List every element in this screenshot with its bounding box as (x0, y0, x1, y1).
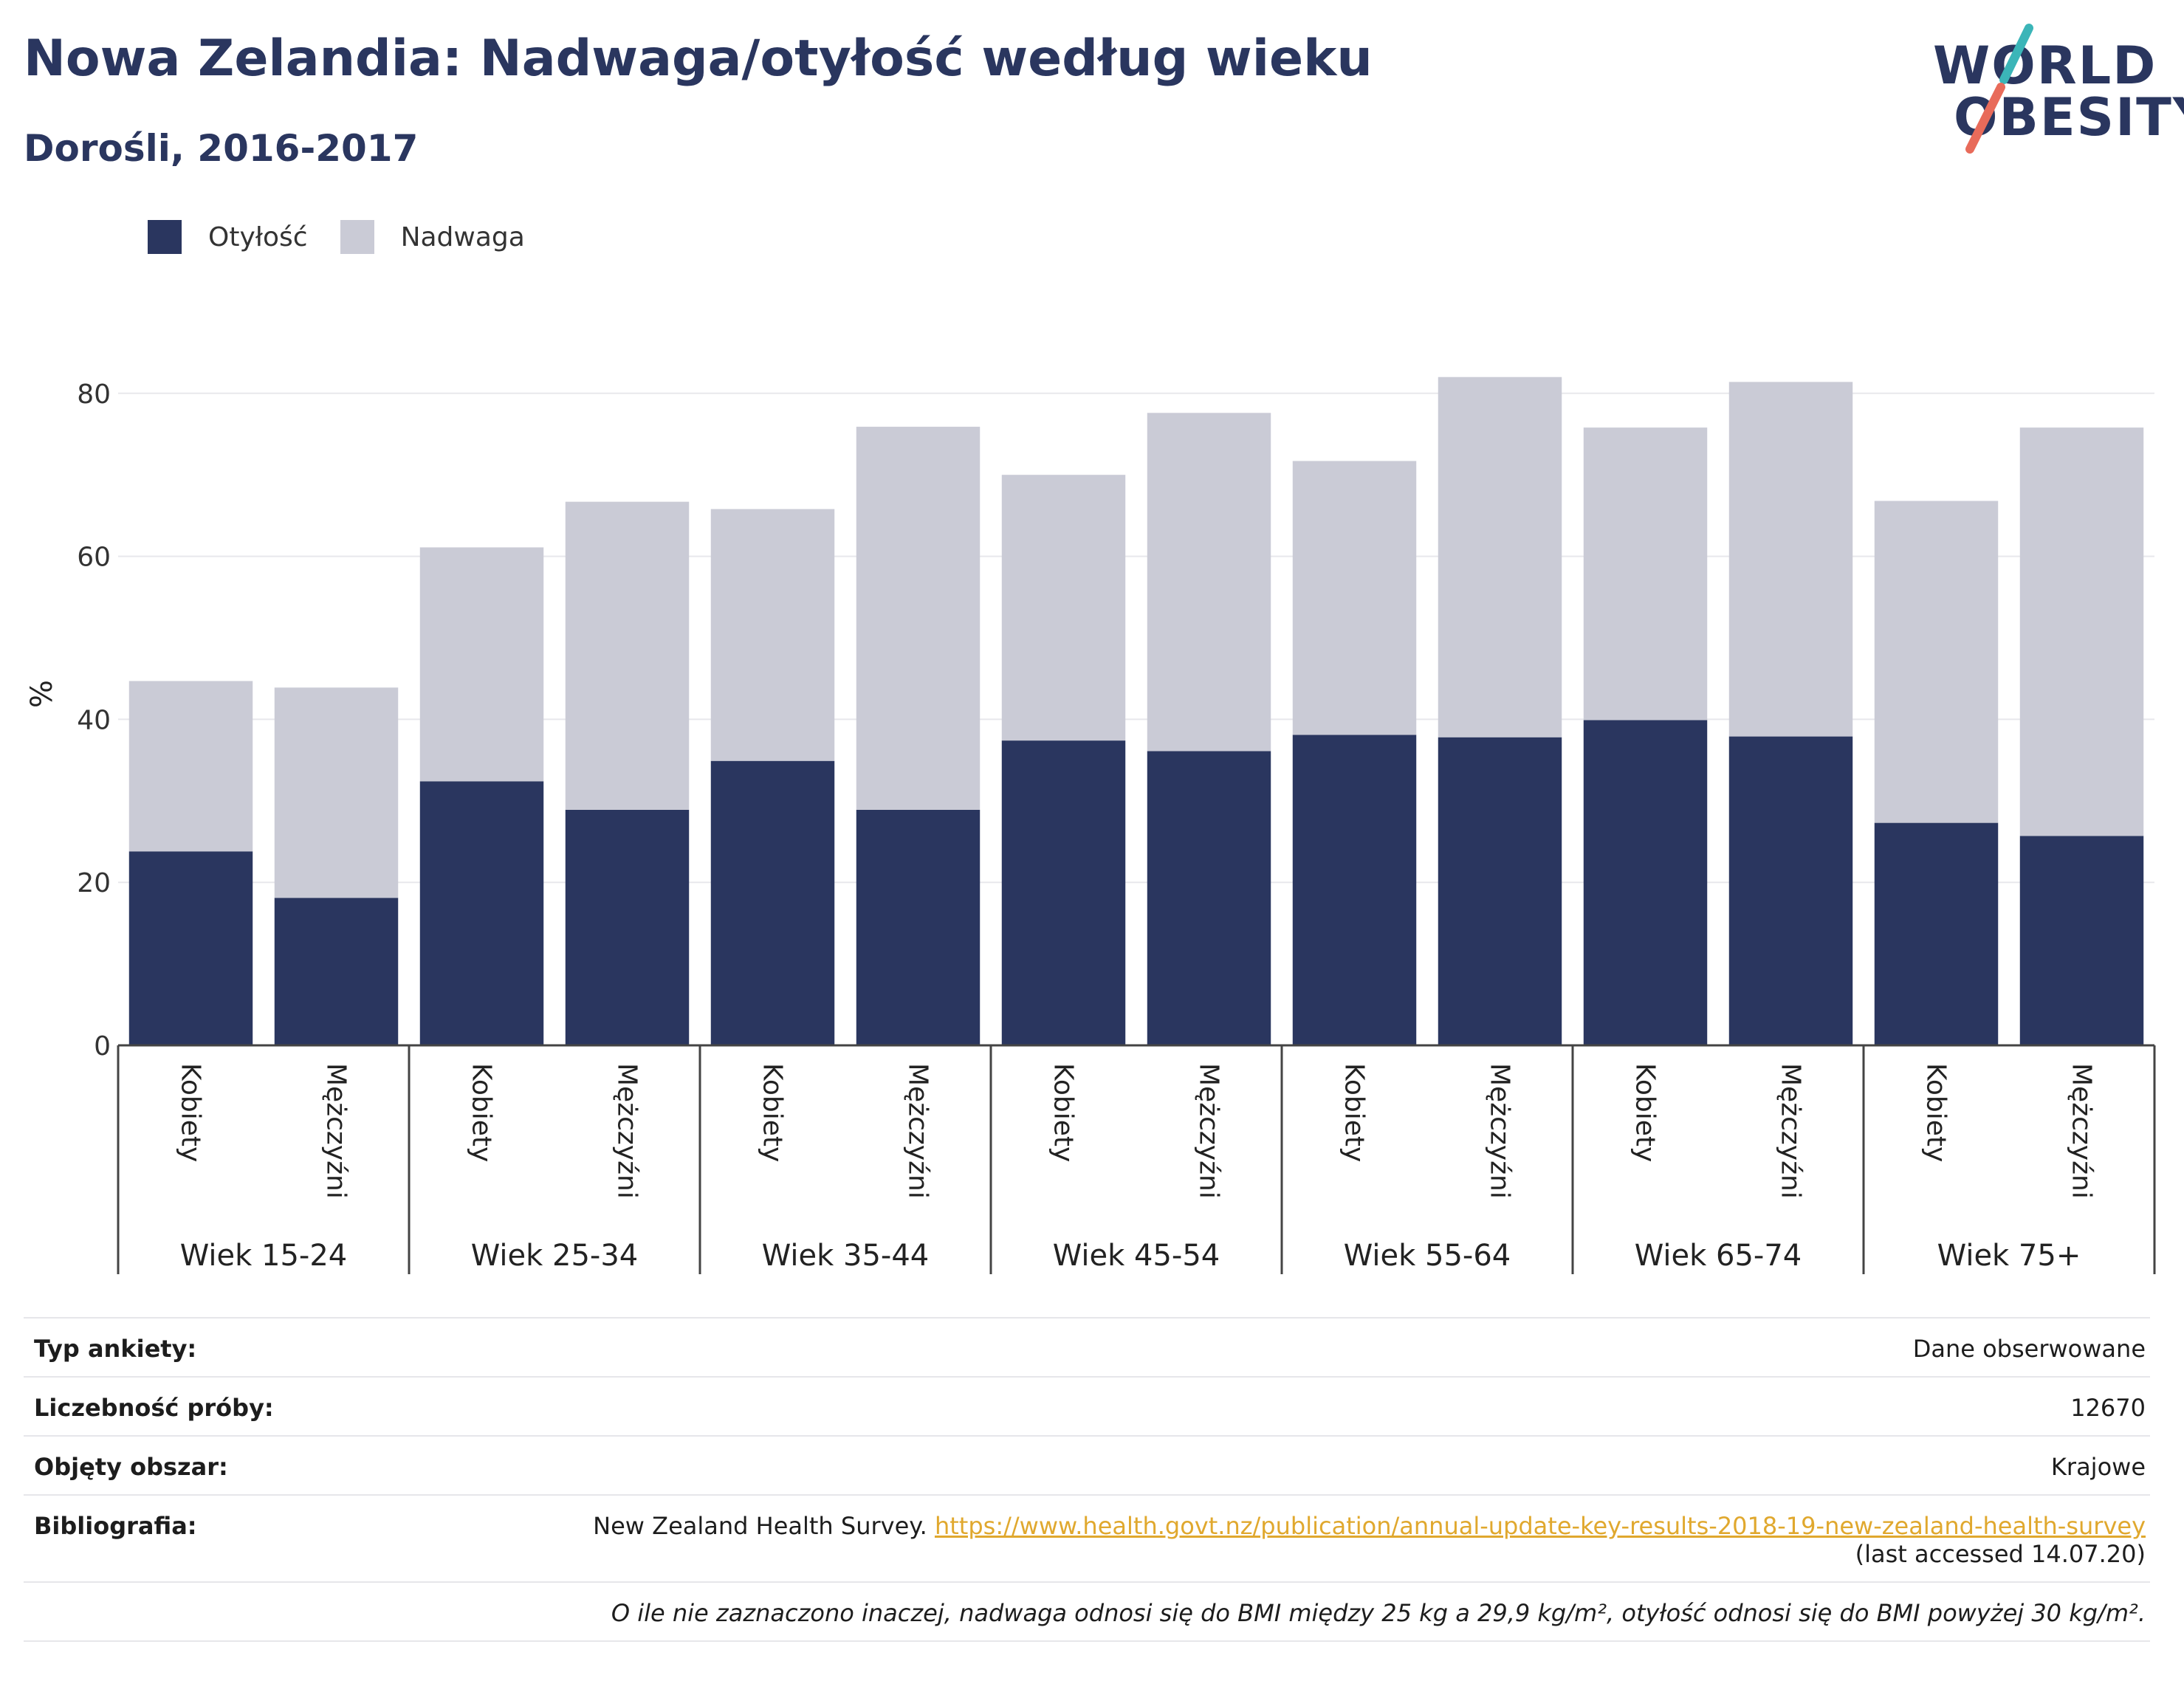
info-table: Typ ankiety: Dane obserwowane Liczebność… (24, 1317, 2150, 1642)
info-value: New Zealand Health Survey. https://www.h… (593, 1512, 2150, 1568)
x-group-label: Wiek 65-74 (1635, 1239, 1802, 1273)
x-subcategory-label: Mężczyźni (903, 1063, 933, 1199)
bibliography-link[interactable]: https://www.health.govt.nz/publication/a… (934, 1512, 2146, 1540)
x-subcategory-label: Kobiety (758, 1063, 788, 1162)
bibliography-source: New Zealand Health Survey. (593, 1512, 927, 1540)
bar-overweight (710, 509, 835, 761)
info-key: Objęty obszar: (34, 1453, 228, 1481)
info-value: Dane obserwowane (1912, 1335, 2146, 1363)
info-row-note: O ile nie zaznaczono inaczej, nadwaga od… (24, 1581, 2150, 1642)
info-row-sample-size: Liczebność próby: 12670 (24, 1376, 2150, 1435)
bar-overweight (1874, 501, 1999, 823)
legend-label-obesity: Otyłość (208, 221, 308, 252)
world-obesity-logo: WORLD OBESITY (1927, 22, 2184, 155)
info-row-area: Objęty obszar: Krajowe (24, 1435, 2150, 1494)
x-group-label: Wiek 35-44 (762, 1239, 930, 1273)
bar-overweight (1292, 461, 1417, 735)
y-tick-label: 80 (77, 379, 111, 410)
bar-obesity (2019, 836, 2144, 1045)
bar-overweight (2019, 427, 2144, 836)
info-row-survey-type: Typ ankiety: Dane obserwowane (24, 1317, 2150, 1376)
info-key: Typ ankiety: (34, 1335, 197, 1363)
definition-note: O ile nie zaznaczono inaczej, nadwaga od… (611, 1599, 2146, 1627)
legend-item-overweight: Nadwaga (340, 220, 525, 254)
y-tick-label: 20 (77, 868, 111, 898)
page-subtitle: Dorośli, 2016-2017 (24, 127, 419, 170)
y-tick-label: 0 (94, 1031, 111, 1062)
info-key: Liczebność próby: (34, 1394, 274, 1422)
bar-obesity (1583, 720, 1708, 1045)
bar-overweight (128, 681, 253, 852)
legend-swatch-overweight (340, 220, 374, 254)
x-subcategory-label: Kobiety (1048, 1063, 1079, 1162)
bar-overweight (1728, 382, 1853, 737)
y-tick-label: 40 (77, 705, 111, 735)
x-group-label: Wiek 75+ (1937, 1239, 2081, 1273)
y-tick-label: 60 (77, 543, 111, 573)
bar-obesity (1874, 822, 1999, 1045)
bar-overweight (1438, 377, 1562, 738)
bar-overweight (274, 687, 399, 898)
bibliography-accessed: (last accessed 14.07.20) (1855, 1540, 2146, 1568)
bar-obesity (1438, 737, 1562, 1045)
bar-obesity (1292, 735, 1417, 1045)
logo-line-1: WORLD (1933, 35, 2157, 96)
bar-overweight (1583, 427, 1708, 721)
x-group-label: Wiek 55-64 (1344, 1239, 1511, 1273)
x-subcategory-label: Mężczyźni (1194, 1063, 1224, 1199)
x-subcategory-label: Mężczyźni (612, 1063, 642, 1199)
bar-overweight (1001, 475, 1126, 741)
x-group-label: Wiek 45-54 (1053, 1239, 1220, 1273)
info-value: Krajowe (2050, 1453, 2146, 1481)
x-subcategory-label: Mężczyźni (321, 1063, 351, 1199)
x-subcategory-label: Mężczyźni (1485, 1063, 1515, 1199)
legend-item-obesity: Otyłość (148, 220, 308, 254)
bar-overweight (1147, 413, 1271, 752)
x-group-label: Wiek 15-24 (180, 1239, 348, 1273)
bar-obesity (1147, 751, 1271, 1045)
x-group-label: Wiek 25-34 (471, 1239, 639, 1273)
x-subcategory-label: Kobiety (1630, 1063, 1661, 1162)
bar-overweight (565, 501, 690, 810)
bar-obesity (565, 809, 690, 1045)
x-subcategory-label: Kobiety (176, 1063, 206, 1162)
bar-obesity (856, 809, 981, 1045)
bar-obesity (419, 781, 544, 1045)
bar-obesity (274, 898, 399, 1045)
legend-label-overweight: Nadwaga (400, 221, 525, 252)
x-subcategory-label: Mężczyźni (1776, 1063, 1806, 1199)
bar-overweight (419, 547, 544, 782)
y-axis-label: % (25, 680, 59, 708)
bar-obesity (710, 760, 835, 1045)
info-key: Bibliografia: (34, 1512, 197, 1540)
legend-swatch-obesity (148, 220, 182, 254)
x-subcategory-label: Kobiety (1921, 1063, 1951, 1162)
logo-slash-icon (1965, 24, 2033, 154)
info-row-bibliography: Bibliografia: New Zealand Health Survey.… (24, 1494, 2150, 1581)
x-subcategory-label: Kobiety (1339, 1063, 1370, 1162)
x-subcategory-label: Kobiety (467, 1063, 497, 1162)
chart-legend: Otyłość Nadwaga (148, 220, 557, 254)
bar-overweight (856, 427, 981, 810)
stacked-bar-chart: 0 20 40 60 80% Kobiety Mężczyźni Kobiety Mężczyź… (25, 377, 2156, 1274)
page-title: Nowa Zelandia: Nadwaga/otyłość według wi… (24, 30, 1373, 88)
x-subcategory-label: Mężczyźni (2067, 1063, 2097, 1199)
bar-obesity (128, 851, 253, 1045)
bar-obesity (1728, 736, 1853, 1045)
bar-obesity (1001, 740, 1126, 1045)
info-value: 12670 (2070, 1394, 2146, 1422)
